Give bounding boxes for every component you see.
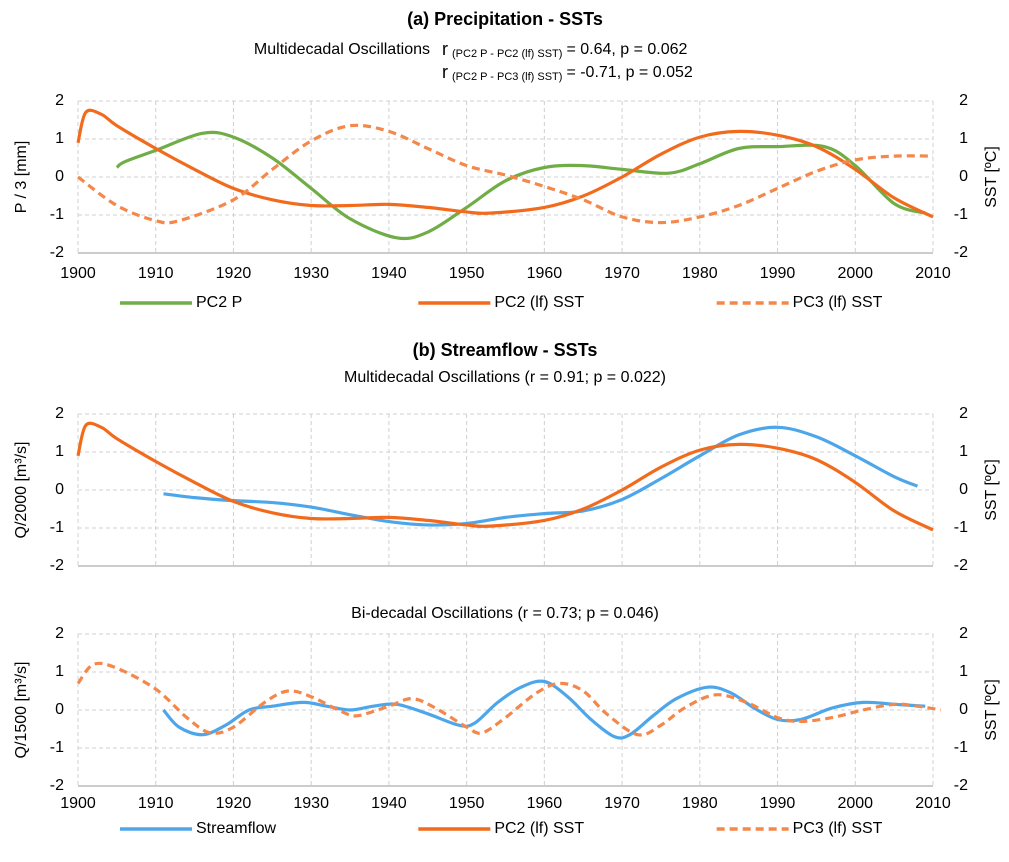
y-tick-label: 2 xyxy=(55,92,64,109)
y-tick-label: -1 xyxy=(50,206,64,223)
y2-tick-label: -2 xyxy=(954,244,968,261)
x-tick-label: 1970 xyxy=(604,795,640,812)
y2-tick-label: -2 xyxy=(954,777,968,794)
y-tick-label: -2 xyxy=(50,244,64,261)
y-tick-label: 0 xyxy=(55,701,64,718)
annotation: r (PC2 P - PC2 (lf) SST) = 0.64, p = 0.062 xyxy=(442,39,688,60)
annotation-value: = 0.64, p = 0.062 xyxy=(566,41,687,58)
y-tick-label: 0 xyxy=(55,481,64,498)
y-axis-label: Q/1500 [m³/s] xyxy=(13,662,30,759)
data-line xyxy=(76,108,934,219)
x-tick-label: 1920 xyxy=(216,265,252,282)
y-tick-label: -2 xyxy=(50,777,64,794)
annotation-subscript: (PC2 P - PC2 (lf) SST) xyxy=(452,48,562,60)
annotation-subscript: (PC2 P - PC3 (lf) SST) xyxy=(452,71,562,83)
x-tick-label: 1980 xyxy=(682,265,718,282)
data-line xyxy=(163,425,919,527)
x-tick-label: 1940 xyxy=(371,265,407,282)
chart-subtitle: Bi-decadal Oscillations (r = 0.73; p = 0… xyxy=(351,605,659,622)
y-tick-label: 1 xyxy=(55,130,64,147)
x-tick-label: 1960 xyxy=(527,795,563,812)
y2-axis-label: SST [ºC] xyxy=(983,459,1000,521)
data-line xyxy=(76,661,942,737)
y-tick-label: 2 xyxy=(55,625,64,642)
data-line xyxy=(76,421,934,532)
x-tick-label: 1930 xyxy=(293,265,329,282)
x-tick-label: 1900 xyxy=(60,795,96,812)
y2-tick-label: 1 xyxy=(959,130,968,147)
annotation-r: r xyxy=(442,39,448,59)
x-tick-label: 1970 xyxy=(604,265,640,282)
y-tick-label: -1 xyxy=(50,519,64,536)
x-tick-label: 2000 xyxy=(837,795,873,812)
legend-label: Streamflow xyxy=(196,820,276,837)
data-line xyxy=(77,123,934,225)
y2-tick-label: -2 xyxy=(954,557,968,574)
y2-tick-label: 2 xyxy=(959,92,968,109)
annotation-r: r xyxy=(442,62,448,82)
y-tick-label: -1 xyxy=(50,739,64,756)
x-tick-label: 1990 xyxy=(760,265,796,282)
y-axis-label: P / 3 [mm] xyxy=(13,141,30,214)
y2-axis-label: SST [ºC] xyxy=(983,146,1000,208)
y-tick-label: 2 xyxy=(55,405,64,422)
x-tick-label: 1950 xyxy=(449,265,485,282)
y-axis-label: Q/2000 [m³/s] xyxy=(13,442,30,539)
legend-label: PC2 (lf) SST xyxy=(494,294,584,311)
y2-tick-label: -1 xyxy=(954,739,968,756)
y2-tick-label: 0 xyxy=(959,481,968,498)
x-tick-label: 1950 xyxy=(449,795,485,812)
x-tick-label: 1980 xyxy=(682,795,718,812)
chart-subtitle: Multidecadal Oscillations xyxy=(254,41,430,58)
y-tick-label: -2 xyxy=(50,557,64,574)
y2-tick-label: 2 xyxy=(959,625,968,642)
annotation-value: = -0.71, p = 0.052 xyxy=(566,64,692,81)
data-line xyxy=(162,679,926,740)
legend-label: PC3 (lf) SST xyxy=(793,820,883,837)
chart-title: (a) Precipitation - SSTs xyxy=(407,9,603,29)
x-tick-label: 1900 xyxy=(60,265,96,282)
chart-title: (b) Streamflow - SSTs xyxy=(413,340,598,360)
x-tick-label: 2010 xyxy=(915,795,951,812)
y2-tick-label: 0 xyxy=(959,168,968,185)
y2-tick-label: 0 xyxy=(959,701,968,718)
x-tick-label: 2000 xyxy=(837,265,873,282)
y2-tick-label: 1 xyxy=(959,663,968,680)
y2-tick-label: -1 xyxy=(954,519,968,536)
legend-label: PC3 (lf) SST xyxy=(793,294,883,311)
x-tick-label: 2010 xyxy=(915,265,951,282)
x-tick-label: 1930 xyxy=(293,795,329,812)
legend-label: PC2 P xyxy=(196,294,242,311)
y2-tick-label: -1 xyxy=(954,206,968,223)
x-tick-label: 1940 xyxy=(371,795,407,812)
y-tick-label: 0 xyxy=(55,168,64,185)
x-tick-label: 1910 xyxy=(138,265,174,282)
annotation: r (PC2 P - PC3 (lf) SST) = -0.71, p = 0.05… xyxy=(442,62,693,83)
y-tick-label: 1 xyxy=(55,443,64,460)
chart-subtitle: Multidecadal Oscillations (r = 0.91; p =… xyxy=(344,369,666,386)
legend-label: PC2 (lf) SST xyxy=(494,820,584,837)
y2-tick-label: 2 xyxy=(959,405,968,422)
x-tick-label: 1920 xyxy=(216,795,252,812)
y2-axis-label: SST [ºC] xyxy=(983,679,1000,741)
data-line xyxy=(115,130,926,241)
x-tick-label: 1910 xyxy=(138,795,174,812)
x-tick-label: 1990 xyxy=(760,795,796,812)
y-tick-label: 1 xyxy=(55,663,64,680)
x-tick-label: 1960 xyxy=(527,265,563,282)
y2-tick-label: 1 xyxy=(959,443,968,460)
